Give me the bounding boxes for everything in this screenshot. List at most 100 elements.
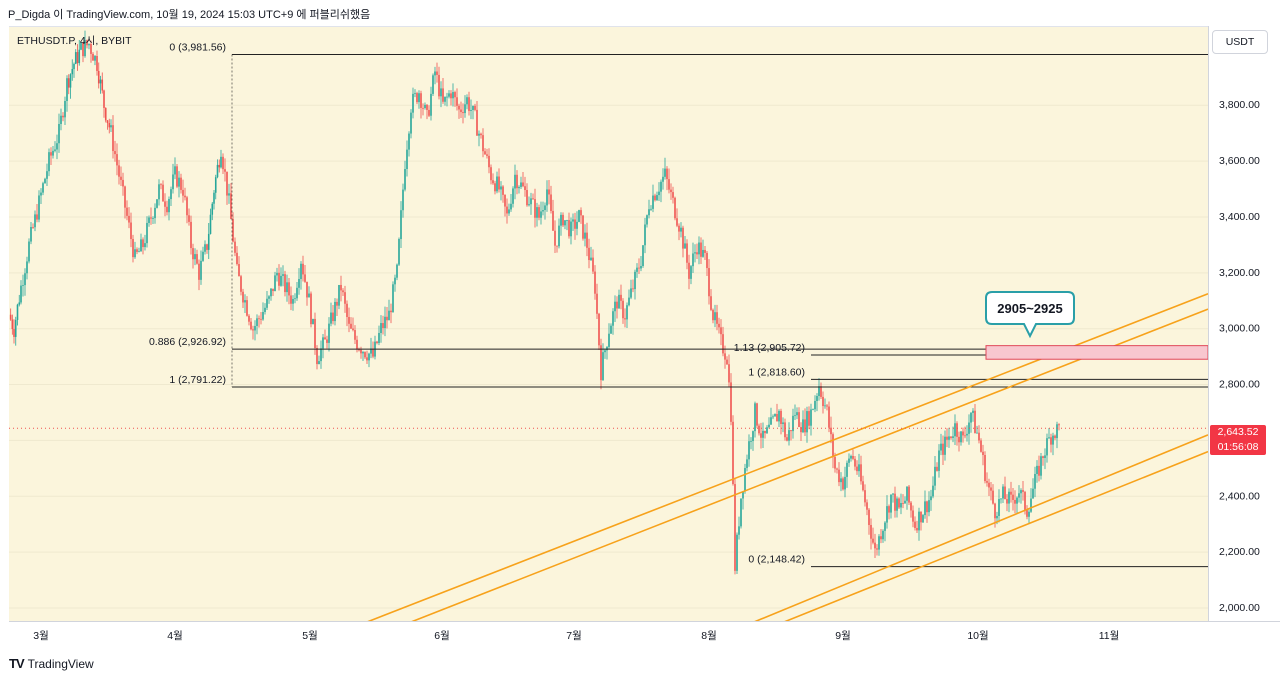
candle-body bbox=[704, 249, 706, 253]
candle-body bbox=[814, 400, 816, 410]
price-chart[interactable]: 0 (3,981.56) 0.886 (2,926.92) 1 (2,791.22)… bbox=[9, 27, 1208, 622]
candle-body bbox=[178, 177, 180, 187]
candle-body bbox=[856, 466, 858, 472]
candle-body bbox=[78, 49, 81, 64]
candle-body bbox=[818, 386, 820, 397]
candle-body bbox=[738, 526, 740, 535]
candle-body bbox=[788, 430, 790, 441]
candle-body bbox=[228, 193, 230, 196]
candle-body bbox=[302, 263, 304, 275]
target-zone bbox=[985, 345, 1208, 360]
candle-body bbox=[26, 261, 28, 274]
candle-body bbox=[234, 241, 236, 253]
chart-area[interactable]: 0 (3,981.56) 0.886 (2,926.92) 1 (2,791.22)… bbox=[9, 26, 1208, 622]
symbol-label: ETHUSDT.P, 4시, BYBIT bbox=[17, 35, 132, 47]
candle-body bbox=[636, 267, 638, 272]
candle-body bbox=[538, 207, 540, 218]
candle-body bbox=[248, 315, 250, 322]
candle-body bbox=[128, 215, 130, 223]
candle-body bbox=[238, 264, 240, 277]
candle-body bbox=[270, 288, 272, 297]
candle-body bbox=[852, 456, 854, 459]
candle-body bbox=[702, 249, 704, 257]
candle-body bbox=[468, 97, 470, 111]
candle-body bbox=[542, 210, 544, 212]
candle-body bbox=[1030, 498, 1032, 512]
time-tick-label: 6월 bbox=[434, 630, 450, 642]
candle-body bbox=[822, 396, 824, 407]
candle-body bbox=[1020, 490, 1022, 494]
candle-body bbox=[1002, 486, 1004, 499]
candle-body bbox=[36, 214, 38, 220]
candle-body bbox=[946, 436, 948, 440]
candle-body bbox=[668, 179, 670, 190]
candle-body bbox=[372, 348, 374, 357]
candle-body bbox=[103, 90, 105, 108]
candle-body bbox=[340, 284, 342, 291]
fib-level-label: 1.13 (2,905.72) bbox=[734, 342, 805, 354]
candle-body bbox=[540, 211, 542, 218]
candle-body bbox=[406, 149, 408, 169]
candle-body bbox=[192, 248, 194, 260]
candle-body bbox=[436, 71, 438, 75]
candle-body bbox=[280, 275, 282, 286]
currency-button[interactable]: USDT bbox=[1212, 30, 1268, 54]
time-tick-label: 5월 bbox=[302, 630, 318, 642]
candle-body bbox=[304, 274, 306, 282]
candle-body bbox=[762, 430, 764, 438]
footer[interactable]: TV TradingView bbox=[9, 656, 94, 671]
candle-body bbox=[9, 314, 12, 320]
candle-body bbox=[97, 70, 100, 84]
candle-body bbox=[310, 293, 312, 325]
candle-body bbox=[132, 238, 134, 258]
candle-body bbox=[164, 201, 166, 207]
candle-body bbox=[608, 333, 610, 347]
candle-body bbox=[930, 496, 932, 501]
candle-body bbox=[680, 227, 682, 232]
candle-body bbox=[226, 171, 228, 196]
candle-body bbox=[422, 107, 424, 109]
candle-body bbox=[746, 459, 748, 469]
candle-body bbox=[512, 188, 514, 204]
candle-body bbox=[322, 337, 324, 349]
candle-body bbox=[710, 296, 712, 310]
candle-body bbox=[784, 422, 786, 438]
candle-body bbox=[118, 165, 120, 177]
candle-body bbox=[732, 421, 734, 485]
candle-body bbox=[970, 412, 972, 423]
candle-body bbox=[1042, 456, 1044, 459]
candle-body bbox=[1040, 456, 1042, 476]
candle-body bbox=[950, 436, 952, 438]
price-tick-label: 2,200.00 bbox=[1219, 546, 1260, 558]
candle-body bbox=[256, 318, 258, 326]
price-axis[interactable]: 2,000.002,200.002,400.002,600.002,800.00… bbox=[1208, 26, 1280, 621]
candle-body bbox=[378, 332, 380, 343]
time-axis[interactable]: 3월 4월 5월 6월 7월 8월 9월 10월 11월 bbox=[9, 621, 1280, 648]
candle-body bbox=[664, 168, 666, 177]
price-tick-label: 3,400.00 bbox=[1219, 211, 1260, 223]
candle-body bbox=[236, 252, 238, 265]
candle-body bbox=[1034, 474, 1036, 489]
candle-body bbox=[768, 424, 770, 428]
candle-body bbox=[562, 214, 564, 226]
candle-body bbox=[370, 348, 372, 354]
candle-body bbox=[390, 310, 392, 313]
candle-body bbox=[612, 311, 614, 326]
candle-body bbox=[92, 53, 94, 61]
candle-body bbox=[700, 242, 702, 257]
candle-body bbox=[716, 312, 718, 324]
candle-body bbox=[550, 194, 552, 211]
candle-body bbox=[824, 405, 826, 407]
candle-body bbox=[442, 88, 444, 102]
candle-body bbox=[944, 436, 946, 455]
candle-body bbox=[574, 219, 576, 229]
candle-body bbox=[240, 276, 242, 292]
candle-body bbox=[28, 241, 30, 262]
candle-body bbox=[900, 503, 902, 508]
candle-body bbox=[94, 56, 96, 61]
candle-body bbox=[658, 191, 660, 196]
candle-body bbox=[650, 208, 652, 210]
candle-body bbox=[1038, 465, 1040, 476]
candle-body bbox=[998, 499, 1000, 516]
candle-body bbox=[30, 227, 32, 242]
